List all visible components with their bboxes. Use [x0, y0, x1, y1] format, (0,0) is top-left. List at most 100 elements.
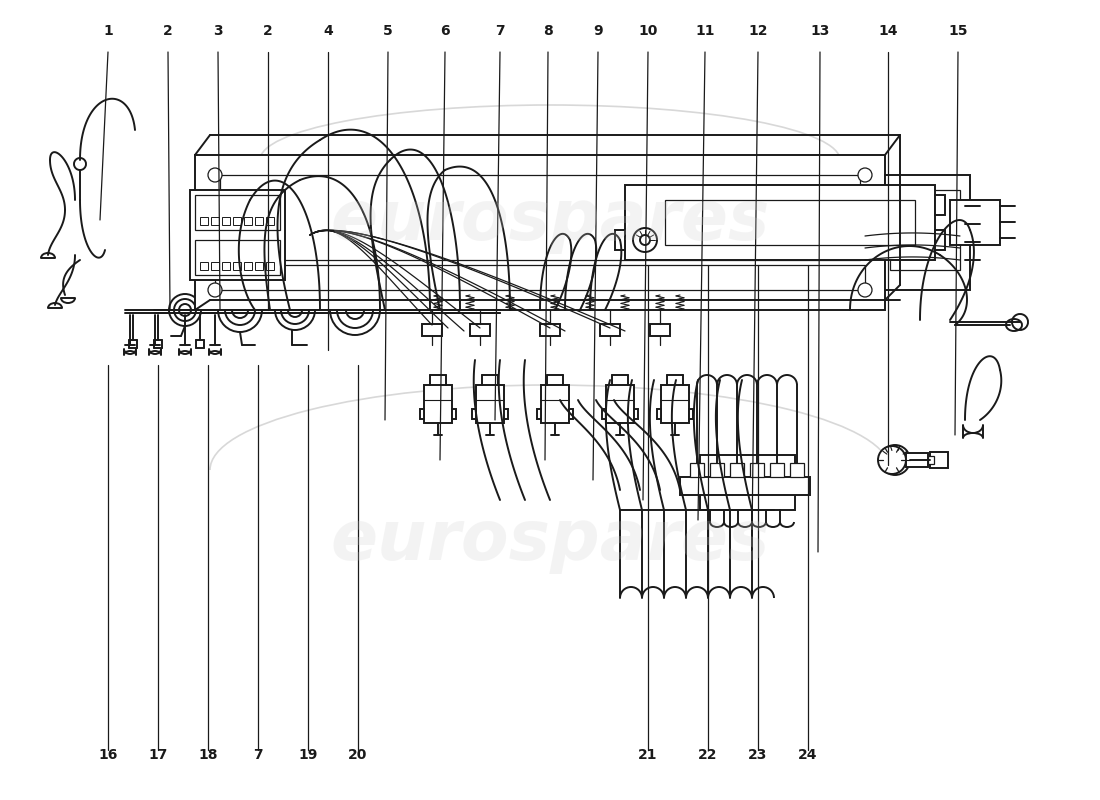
Bar: [222, 262, 230, 270]
Bar: [906, 453, 928, 467]
Bar: [950, 200, 1000, 245]
Bar: [255, 262, 263, 270]
Circle shape: [858, 168, 872, 182]
Circle shape: [208, 283, 222, 297]
Text: 10: 10: [638, 24, 658, 38]
Bar: [266, 262, 274, 270]
Bar: [470, 324, 490, 336]
Text: 11: 11: [695, 24, 715, 38]
Bar: [504, 409, 508, 419]
Circle shape: [640, 235, 650, 245]
Text: eurospares: eurospares: [330, 186, 770, 254]
Text: 9: 9: [593, 24, 603, 38]
Bar: [600, 324, 620, 336]
Bar: [200, 262, 208, 270]
Bar: [195, 155, 886, 310]
Bar: [233, 217, 241, 225]
Bar: [214, 265, 865, 290]
Text: 1: 1: [103, 24, 113, 38]
Bar: [886, 175, 970, 290]
Bar: [476, 385, 504, 423]
Bar: [928, 456, 934, 464]
Bar: [222, 217, 230, 225]
Text: 23: 23: [748, 748, 768, 762]
Circle shape: [337, 292, 373, 328]
Text: 8: 8: [543, 24, 553, 38]
Bar: [211, 217, 219, 225]
Bar: [602, 409, 606, 419]
Text: 20: 20: [349, 748, 367, 762]
Bar: [890, 190, 960, 270]
Text: eurospares: eurospares: [330, 506, 770, 574]
Circle shape: [275, 290, 315, 330]
Bar: [650, 324, 670, 336]
Circle shape: [878, 446, 906, 474]
Bar: [541, 385, 569, 423]
Bar: [615, 230, 625, 250]
Bar: [790, 463, 804, 477]
Text: 2: 2: [263, 24, 273, 38]
Bar: [690, 463, 704, 477]
Bar: [569, 409, 573, 419]
Circle shape: [226, 295, 255, 325]
Text: 6: 6: [440, 24, 450, 38]
Circle shape: [880, 445, 910, 475]
Bar: [680, 477, 810, 495]
Bar: [472, 409, 476, 419]
Circle shape: [174, 299, 196, 321]
Text: 5: 5: [383, 24, 393, 38]
Bar: [689, 409, 693, 419]
Text: 19: 19: [298, 748, 318, 762]
Text: 21: 21: [638, 748, 658, 762]
Circle shape: [169, 294, 201, 326]
Bar: [661, 385, 689, 423]
Bar: [770, 463, 784, 477]
Text: 16: 16: [98, 748, 118, 762]
Bar: [422, 324, 442, 336]
Bar: [211, 262, 219, 270]
Bar: [935, 230, 945, 250]
Bar: [935, 195, 945, 215]
Bar: [657, 409, 661, 419]
Text: 18: 18: [198, 748, 218, 762]
Bar: [200, 217, 208, 225]
Bar: [710, 463, 724, 477]
Bar: [930, 452, 948, 468]
Text: 4: 4: [323, 24, 333, 38]
Text: 17: 17: [148, 748, 167, 762]
Circle shape: [218, 288, 262, 332]
Text: 3: 3: [213, 24, 223, 38]
Text: 15: 15: [948, 24, 968, 38]
Bar: [244, 262, 252, 270]
Bar: [220, 175, 860, 260]
Bar: [606, 385, 634, 423]
Text: 7: 7: [253, 748, 263, 762]
Text: 24: 24: [799, 748, 817, 762]
Bar: [195, 195, 280, 230]
Circle shape: [330, 285, 380, 335]
Bar: [666, 200, 915, 245]
Bar: [634, 409, 638, 419]
Circle shape: [288, 303, 302, 317]
Bar: [750, 463, 764, 477]
Bar: [625, 185, 935, 260]
Circle shape: [346, 301, 364, 319]
Circle shape: [232, 302, 248, 318]
Bar: [700, 455, 795, 510]
Bar: [233, 262, 241, 270]
Bar: [244, 217, 252, 225]
Bar: [424, 385, 452, 423]
Circle shape: [280, 296, 309, 324]
Bar: [540, 324, 560, 336]
Bar: [195, 240, 280, 275]
Bar: [452, 409, 456, 419]
Bar: [537, 409, 541, 419]
Circle shape: [858, 283, 872, 297]
Text: 13: 13: [811, 24, 829, 38]
Bar: [266, 217, 274, 225]
Circle shape: [632, 228, 657, 252]
Text: 7: 7: [495, 24, 505, 38]
Circle shape: [179, 304, 191, 316]
Bar: [190, 190, 285, 280]
Bar: [255, 217, 263, 225]
